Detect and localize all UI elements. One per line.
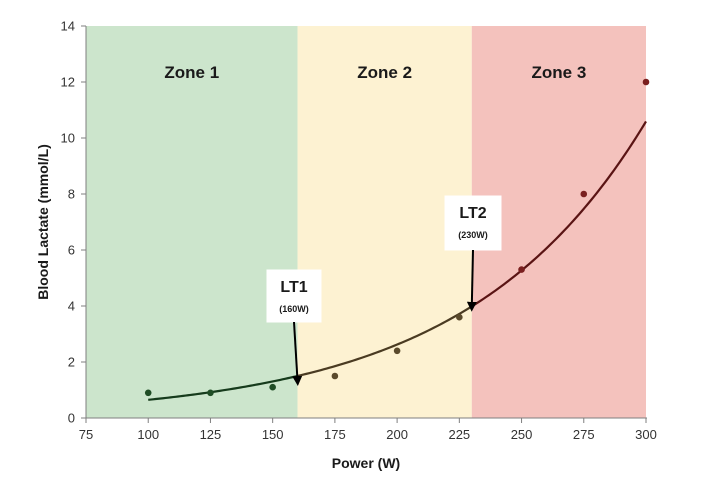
callout-subtitle-lt1: (160W)	[279, 304, 309, 314]
data-point	[642, 78, 650, 86]
points-layer	[144, 78, 650, 397]
x-tick-label: 275	[573, 427, 595, 442]
trend-line-segment-1	[148, 374, 298, 401]
zone-band-2	[297, 26, 472, 418]
data-point	[456, 313, 463, 321]
y-tick-label: 10	[61, 131, 75, 146]
y-tick-label: 2	[68, 355, 75, 370]
callout-arrow-lt2	[466, 249, 477, 312]
x-tick-label: 150	[262, 427, 284, 442]
zone-label-2: Zone 2	[357, 63, 412, 82]
x-tick-label: 250	[511, 427, 533, 442]
callout-title-lt2: LT2	[459, 205, 486, 222]
callout-box-lt2	[444, 195, 502, 251]
data-point	[393, 347, 401, 355]
y-tick-label: 8	[68, 187, 75, 202]
y-tick-label: 14	[61, 19, 75, 34]
x-tick-label: 200	[386, 427, 408, 442]
callout-arrow-lt1	[292, 321, 303, 386]
callout-box-lt1	[266, 269, 322, 323]
y-tick-label: 6	[68, 243, 75, 258]
annotation-layer: LT1 (160W) LT2 (230W)	[266, 195, 502, 386]
y-tick-label: 4	[68, 299, 75, 314]
curve-layer	[148, 120, 647, 401]
x-tick-label: 75	[79, 427, 93, 442]
callout-subtitle-lt2: (230W)	[458, 230, 488, 240]
data-point	[518, 266, 525, 273]
data-point	[269, 383, 276, 391]
x-tick-label: 300	[635, 427, 657, 442]
data-point	[207, 389, 214, 397]
x-axis-title: Power (W)	[332, 455, 400, 471]
y-tick-label: 0	[68, 411, 75, 426]
trend-line-segment-3	[471, 120, 647, 308]
callout-title-lt1: LT1	[280, 279, 307, 296]
zone-band-1	[86, 26, 298, 418]
y-axis-title: Blood Lactate (mmol/L)	[35, 144, 51, 300]
y-tick-label: 12	[61, 75, 75, 90]
data-point	[580, 190, 588, 198]
zone-label-1: Zone 1	[164, 63, 219, 82]
x-tick-label: 225	[448, 427, 470, 442]
data-point	[331, 372, 339, 380]
data-point	[144, 389, 152, 397]
x-tick-label: 125	[200, 427, 222, 442]
zone-label-3: Zone 3	[531, 63, 586, 82]
zones-layer: Zone 1 Zone 2 Zone 3	[86, 26, 646, 418]
x-tick-label: 175	[324, 427, 346, 442]
x-tick-label: 100	[137, 427, 159, 442]
axes-layer: 75 100 125 150 175 200 225 250 275 300 0 2 4 6 8 10 12 14	[61, 19, 657, 443]
trend-line-segment-2	[297, 305, 473, 378]
